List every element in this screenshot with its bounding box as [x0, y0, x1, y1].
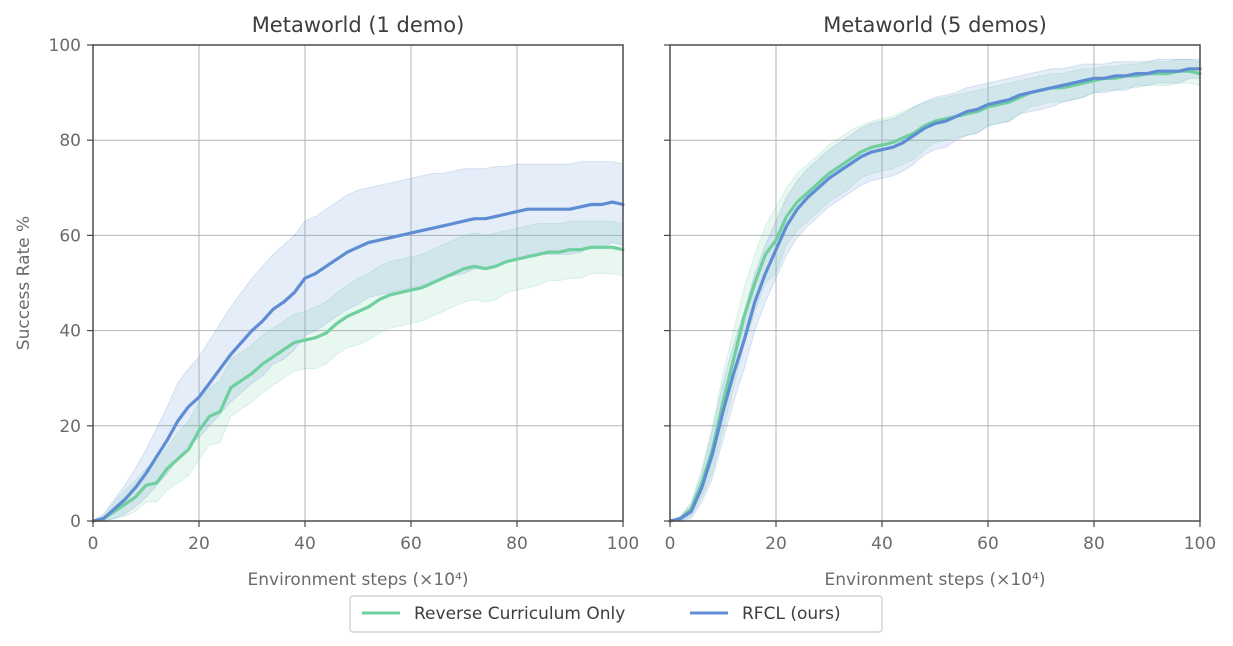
legend: Reverse Curriculum Only RFCL (ours) [349, 595, 883, 633]
series-lines [668, 67, 1202, 523]
x-tick-label: 100 [1184, 534, 1216, 554]
legend-label-rfcl: RFCL (ours) [742, 604, 841, 624]
panel-title: Metaworld (1 demo) [252, 13, 465, 37]
series-lines [91, 200, 625, 523]
x-tick-label: 40 [871, 534, 893, 554]
y-tick-label: 0 [70, 512, 81, 532]
legend-label-reverse-curriculum: Reverse Curriculum Only [414, 604, 625, 624]
x-tick-labels: 0 20 40 60 80 100 [88, 521, 639, 554]
x-tick-label: 0 [88, 534, 99, 554]
y-tick-label: 60 [59, 226, 81, 246]
x-tick-label: 0 [665, 534, 676, 554]
y-tick-label: 40 [59, 322, 81, 342]
series-line-rfcl-ours [91, 200, 625, 523]
x-tick-label: 20 [765, 534, 787, 554]
confidence-bands [91, 161, 624, 522]
series-line-reverse-curriculum-only [91, 245, 625, 523]
panel-metaworld-1-demo: Metaworld (1 demo) 0 20 40 60 80 100 0 20 40 60 8… [14, 13, 639, 590]
x-tick-label: 60 [400, 534, 422, 554]
x-axis-label: Environment steps (×10⁴) [248, 570, 469, 590]
x-tick-label: 80 [1083, 534, 1105, 554]
x-tick-label: 100 [607, 534, 639, 554]
plot-frame [669, 44, 1201, 522]
y-tick-marks [664, 44, 670, 522]
y-tick-label: 100 [49, 36, 81, 56]
panel-metaworld-5-demos: Metaworld (5 demos) 0 20 40 60 80 100 Environ… [664, 13, 1216, 590]
x-tick-label: 60 [977, 534, 999, 554]
plot-frame [92, 44, 624, 522]
y-tick-labels: 0 20 40 60 80 100 [49, 36, 93, 532]
x-axis-label: Environment steps (×10⁴) [825, 570, 1046, 590]
confidence-bands [669, 58, 1201, 522]
y-tick-label: 80 [59, 131, 81, 151]
legend-box [349, 595, 883, 633]
x-tick-labels: 0 20 40 60 80 100 [665, 521, 1216, 554]
x-tick-label: 20 [188, 534, 210, 554]
x-tick-label: 40 [294, 534, 316, 554]
series-line-rfcl-ours [668, 67, 1202, 523]
x-tick-label: 80 [506, 534, 528, 554]
panel-title: Metaworld (5 demos) [823, 13, 1047, 37]
y-axis-label: Success Rate % [14, 216, 34, 350]
y-tick-label: 20 [59, 417, 81, 437]
